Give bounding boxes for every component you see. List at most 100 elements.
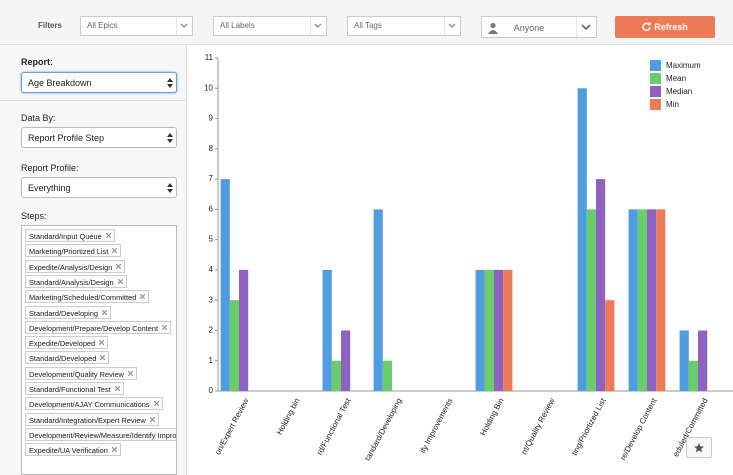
person-icon (488, 22, 498, 34)
remove-icon[interactable] (100, 355, 106, 361)
bar (341, 330, 351, 391)
step-tag[interactable]: Development/AJAY Communications (25, 397, 163, 411)
report-label: Report: (21, 57, 53, 67)
remove-icon[interactable] (140, 294, 146, 300)
bar (698, 330, 708, 391)
y-tick-label: 5 (209, 235, 214, 244)
step-tag[interactable]: Development/Review/Measure/Identify Impr… (25, 427, 176, 441)
profile-select[interactable]: Everything (21, 177, 177, 198)
bar (239, 269, 249, 391)
legend-label: Median (666, 87, 692, 96)
step-tag-text: Standard/Input Queue (29, 232, 102, 241)
assignee-text: Anyone (513, 23, 545, 33)
star-button[interactable] (686, 437, 712, 458)
step-tag-text: Expedite/Developed (29, 339, 96, 349)
step-tag[interactable]: Marketing/Priortized List (25, 244, 122, 258)
x-tick-label: ify Improvements (418, 397, 455, 455)
legend-label: Maximum (666, 61, 701, 70)
caret (444, 17, 456, 35)
bar (586, 209, 596, 391)
y-tick-label: 10 (204, 83, 213, 92)
remove-icon[interactable] (105, 233, 111, 238)
labels-dropdown[interactable]: All Labels (213, 16, 327, 36)
caret (576, 17, 591, 37)
step-tag-text: Standard/Functional Test (29, 385, 111, 394)
step-tag-text: Marketing/Scheduled/Committed (29, 293, 137, 303)
bar (679, 330, 689, 391)
step-tag[interactable]: Development/Prepare/Develop Content (25, 320, 172, 334)
y-tick-label: 6 (209, 204, 214, 213)
epics-text: All Epics (87, 21, 118, 30)
bar (596, 179, 606, 391)
legend-label: Min (666, 100, 679, 109)
x-tick-label: re/Develop Content (618, 396, 659, 462)
step-tag-text: Development/Quality Review (29, 369, 124, 379)
step-tag[interactable]: Standard/Developed (25, 351, 110, 365)
refresh-button[interactable]: Refresh (615, 16, 715, 38)
x-tick-label: Holding Bin (478, 397, 505, 437)
epics-dropdown[interactable]: All Epics (80, 16, 193, 36)
data-by-label: Data By: (21, 113, 56, 123)
data-by-value: Report Profile Step (28, 133, 105, 143)
x-tick-label: rd/Functional Test (315, 396, 353, 457)
refresh-icon (642, 22, 652, 32)
bar (373, 209, 383, 391)
step-tag-text: Standard/Analysis/Design (29, 277, 114, 287)
step-tag[interactable]: Standard/Functional Test (25, 382, 124, 395)
step-tag[interactable]: Development/Quality Review (25, 366, 137, 380)
step-tag[interactable]: Standard/Integration/Expert Review (25, 412, 159, 426)
bar (322, 269, 332, 391)
filters-label: Filters (38, 21, 63, 30)
tags-dropdown[interactable]: All Tags (347, 16, 461, 36)
step-tag-text: Standard/Developing (29, 308, 99, 318)
bar (331, 360, 341, 391)
legend-swatch (650, 99, 661, 110)
bar (605, 300, 615, 391)
x-tick-label: tandard/Developing (363, 397, 404, 462)
bar (475, 269, 485, 391)
step-tag[interactable]: Standard/Developing (25, 305, 112, 319)
step-tag[interactable]: Expedite/Analysis/Design (25, 259, 126, 273)
bar (656, 209, 666, 391)
remove-icon[interactable] (102, 309, 108, 315)
y-tick-label: 4 (209, 265, 214, 274)
remove-icon[interactable] (127, 370, 133, 376)
remove-icon[interactable] (114, 386, 120, 391)
step-tag[interactable]: Standard/Analysis/Design (25, 274, 127, 288)
step-tag[interactable]: Marketing/Scheduled/Committed (25, 290, 150, 304)
report-select[interactable]: Age Breakdown (21, 72, 177, 93)
filter-bar: Filters All Epics All Labels All Tags An… (0, 0, 733, 45)
select-arrows (167, 78, 173, 88)
refresh-text: Refresh (654, 22, 688, 32)
legend-label: Mean (666, 74, 686, 83)
step-tag[interactable]: Standard/Input Queue (25, 229, 115, 242)
remove-icon[interactable] (99, 340, 105, 346)
report-value: Age Breakdown (28, 78, 92, 88)
remove-icon[interactable] (153, 401, 159, 407)
legend-swatch (650, 60, 661, 71)
bar (503, 269, 513, 391)
bar (577, 88, 587, 391)
remove-icon[interactable] (149, 416, 155, 422)
y-tick-label: 11 (205, 53, 214, 62)
step-tag-text: Development/Prepare/Develop Content (29, 323, 159, 333)
remove-icon[interactable] (111, 447, 117, 453)
data-by-select[interactable]: Report Profile Step (21, 127, 177, 148)
remove-icon[interactable] (117, 278, 123, 284)
legend-swatch (650, 73, 661, 84)
y-tick-label: 1 (209, 356, 214, 365)
steps-box: Standard/Input Queue Marketing/Priortized… (21, 225, 177, 475)
step-tag[interactable]: Expedite/UA Verification (25, 443, 121, 457)
assignee-dropdown[interactable]: Anyone (481, 16, 597, 38)
x-tick-label: on/Expert Review (213, 397, 250, 457)
y-tick-label: 0 (209, 386, 214, 395)
step-tag[interactable]: Expedite/Developed (25, 336, 109, 350)
chart: 0 1 2 3 4 5 6 7 8 9 10 11 on/Expert Review Holding bi… (204, 53, 733, 462)
bar (494, 269, 504, 391)
remove-icon[interactable] (162, 324, 168, 330)
remove-icon[interactable] (112, 248, 118, 254)
caret (310, 17, 322, 35)
remove-icon[interactable] (116, 263, 122, 269)
y-tick-label: 2 (209, 326, 214, 335)
